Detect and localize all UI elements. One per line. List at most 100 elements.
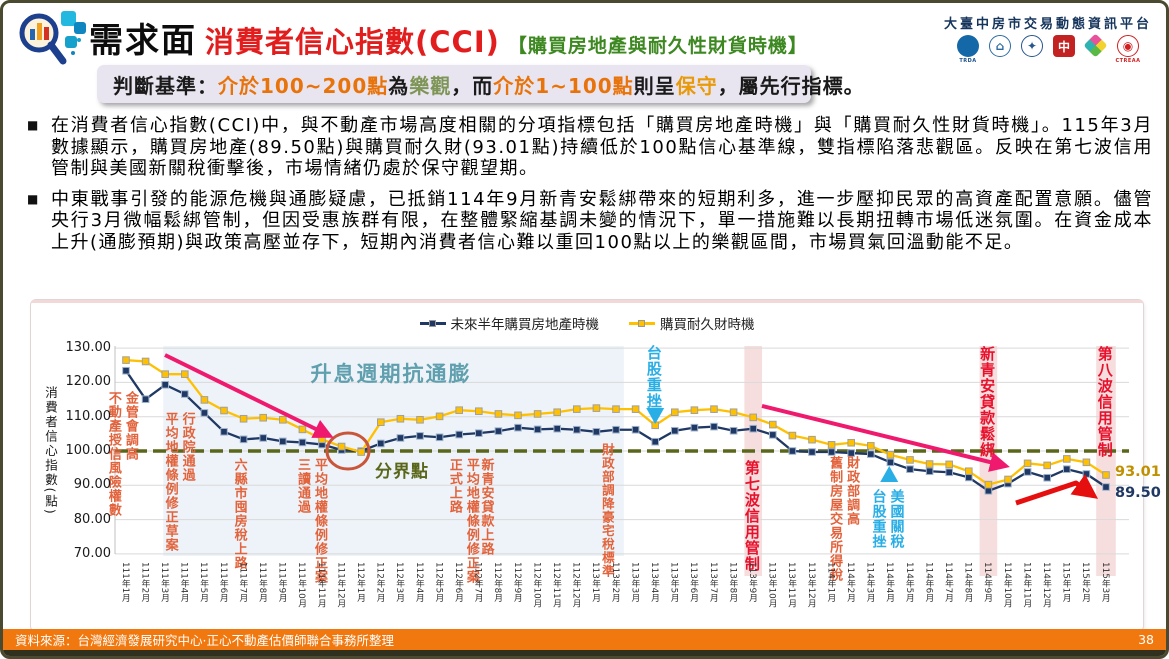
x-tick-label: 111年12月 — [335, 562, 346, 608]
data-point-durables-buying-timing — [475, 407, 483, 416]
data-point-durables-buying-timing — [749, 413, 758, 422]
annotation-equalization-official-launch: 平均地權條例修正案 — [463, 458, 479, 584]
page-title: 消費者信心指數(CCI) — [205, 25, 500, 59]
data-point-house-buying-timing — [925, 467, 934, 476]
data-point-house-buying-timing — [475, 429, 483, 437]
credit-control-8-band — [1096, 346, 1116, 576]
x-tick-label: 111年7月 — [237, 562, 248, 602]
data-point-house-buying-timing — [161, 381, 169, 389]
chart-legend: 未來半年購買房地產時機 購買耐久財時機 — [31, 313, 1143, 333]
data-point-durables-buying-timing — [690, 406, 699, 414]
annotation-old-system-house-tax-raise: 舊制房屋交易所得稅 — [827, 456, 843, 582]
us-tariff-taiex-plunge-triangle-icon — [880, 466, 899, 482]
annotation-fsc-credit-risk-weight: 金管會調高 — [122, 391, 138, 461]
data-point-house-buying-timing — [886, 458, 895, 467]
data-point-durables-buying-timing — [200, 396, 209, 404]
y-tick-label: 90.00 — [73, 477, 111, 493]
data-point-durables-buying-timing — [396, 414, 405, 423]
x-tick-label: 112年7月 — [472, 562, 483, 602]
data-point-durables-buying-timing — [710, 405, 718, 413]
data-point-house-buying-timing — [553, 424, 562, 433]
data-point-durables-buying-timing — [729, 408, 738, 417]
threshold-cross-circle — [325, 431, 371, 471]
page-number: 38 — [1138, 632, 1154, 647]
development-association-logo-icon — [1083, 33, 1109, 58]
x-tick-label: 112年1月 — [354, 562, 365, 602]
data-point-house-buying-timing — [435, 433, 444, 442]
x-tick-label: 115年3月 — [1099, 562, 1110, 602]
trda-logo-label: TRDA — [959, 58, 977, 64]
x-tick-label: 112年5月 — [433, 562, 444, 602]
page-subtitle: 【購買房地產與耐久性財貨時機】 — [507, 35, 808, 57]
x-tick-label: 111年6月 — [217, 562, 228, 602]
data-point-durables-buying-timing — [181, 370, 189, 378]
data-point-house-buying-timing — [671, 426, 679, 435]
data-point-durables-buying-timing — [1043, 461, 1052, 470]
data-point-durables-buying-timing — [1063, 455, 1071, 463]
data-point-house-buying-timing — [279, 437, 287, 446]
annotation-us-tariff-taiex-plunge: 美國關稅 — [888, 489, 905, 549]
x-tick-label: 112年3月 — [394, 562, 405, 602]
data-point-durables-buying-timing — [553, 408, 562, 417]
x-tick-label: 115年1月 — [1060, 562, 1071, 602]
x-tick-label: 113年11月 — [786, 562, 797, 608]
legend-label: 未來半年購買房地產時機 — [450, 317, 600, 333]
data-point-house-buying-timing — [416, 432, 424, 440]
data-point-house-buying-timing — [141, 395, 150, 404]
x-tick-label: 111年10月 — [296, 562, 307, 608]
x-tick-label: 113年7月 — [707, 562, 718, 602]
data-point-durables-buying-timing — [533, 410, 542, 418]
data-point-durables-buying-timing — [906, 456, 914, 464]
legend-item-house-buying-timing: 未來半年購買房地產時機 — [419, 313, 600, 333]
x-tick-label: 112年10月 — [531, 562, 542, 608]
data-point-house-buying-timing — [494, 427, 503, 435]
data-point-house-buying-timing — [181, 390, 189, 398]
annotation-taiex-plunge-1: 台股重挫 — [644, 345, 663, 409]
annotation-equalization-third-reading: 平均地權條例修正案 — [311, 458, 327, 584]
x-tick-label: 114年8月 — [962, 562, 973, 602]
annotation-credit-control-wave-8: 第八波信用管制 — [1095, 346, 1114, 458]
data-point-durables-buying-timing — [965, 467, 973, 476]
annotation-old-system-house-tax-raise: 財政部調高 — [844, 456, 860, 526]
x-tick-label: 112年6月 — [452, 562, 463, 602]
data-point-durables-buying-timing — [886, 450, 895, 459]
ctreaa-logo: ◉ CTREAA — [1115, 35, 1141, 64]
construction-association-logo-icon: ⌂ — [988, 35, 1011, 57]
realtor-union-logo-icon: 中 — [1052, 35, 1075, 57]
x-tick-label: 113年1月 — [590, 562, 601, 602]
criteria-segment: 為 — [388, 73, 410, 98]
bullet-item: 在消費者信心指數(CCI)中，與不動產市場高度相關的分項指標包括「購買房地產時機… — [27, 115, 1153, 180]
data-point-durables-buying-timing — [318, 435, 326, 444]
x-tick-label: 114年11月 — [1021, 562, 1032, 608]
x-tick-label: 114年7月 — [942, 562, 953, 602]
data-point-durables-buying-timing — [435, 412, 444, 421]
annotation-equalization-official-launch: 正式上路 — [446, 458, 462, 514]
ctreaa-logo-label: CTREAA — [1115, 58, 1141, 64]
ctreaa-logo-icon: ◉ — [1116, 35, 1139, 57]
annotation-mansion-tax-standard-cut: 財政部調降豪宅稅標準 — [599, 443, 615, 578]
data-point-durables-buying-timing — [984, 480, 993, 489]
x-tick-label: 112年2月 — [374, 562, 385, 602]
criteria-segment: 樂觀 — [409, 73, 452, 98]
x-tick-label: 111年3月 — [158, 562, 169, 602]
x-tick-label: 113年10月 — [766, 562, 777, 608]
data-point-house-buying-timing — [220, 427, 228, 436]
criteria-segment: 保守 — [675, 73, 718, 98]
rebound-drop-arrow — [1015, 474, 1099, 506]
y-axis-title: 消費者信心指數(點) — [43, 386, 58, 516]
annotation-new-qingan-loan-launch: 新青安貸款上路 — [478, 458, 494, 556]
data-point-durables-buying-timing — [239, 414, 248, 423]
data-point-durables-buying-timing — [357, 448, 365, 456]
data-point-durables-buying-timing — [925, 460, 934, 468]
x-tick-label: 113年6月 — [688, 562, 699, 602]
trda-logo-icon — [956, 35, 979, 57]
x-tick-label: 114年1月 — [825, 562, 836, 602]
data-point-durables-buying-timing — [847, 438, 856, 447]
data-point-house-buying-timing — [1102, 483, 1110, 491]
platform-brand: 大臺中房市交易動態資訊平台 TRDA ⌂ ✦ 中 ◉ CTREAA — [944, 13, 1152, 64]
downtrend-arrow-1 — [164, 353, 334, 438]
data-point-house-buying-timing — [945, 468, 954, 477]
x-tick-label: 111年4月 — [178, 562, 189, 602]
data-point-house-buying-timing — [239, 435, 248, 444]
